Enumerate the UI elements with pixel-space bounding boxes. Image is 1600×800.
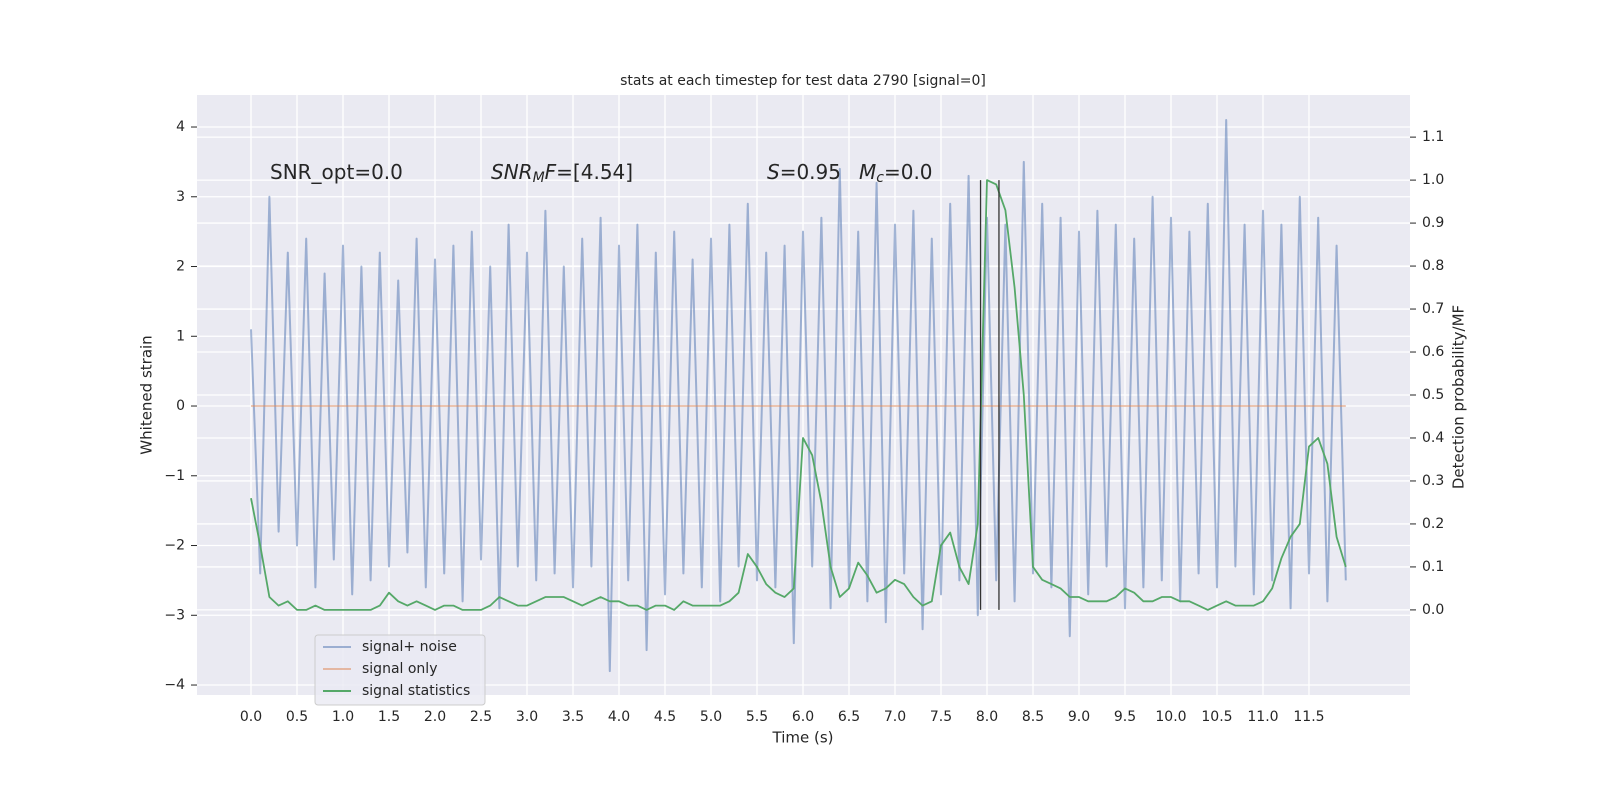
y2-tick-label: 1.1 (1422, 129, 1444, 145)
series-line (250, 119, 1347, 673)
legend-box (314, 634, 486, 706)
y-tick-label: 3 (176, 189, 185, 205)
x-tick-label: 2.5 (470, 709, 492, 725)
annotation-part: =[4.54] (556, 160, 633, 184)
y2-tick-label: 1.0 (1422, 172, 1444, 188)
x-tick-label: 8.5 (1022, 709, 1044, 725)
y-axis-label: Whitened strain (138, 335, 156, 454)
x-tick-label: 8.0 (976, 709, 998, 725)
annotation: S=0.95 (767, 160, 841, 184)
legend-label: signal statistics (362, 683, 470, 699)
x-tick-label: 4.0 (608, 709, 630, 725)
annotation-part: S (767, 160, 780, 184)
x-tick-label: 5.5 (746, 709, 768, 725)
x-tick-label: 2.0 (424, 709, 446, 725)
legend-label: signal only (362, 661, 437, 677)
x-tick-label: 9.5 (1114, 709, 1136, 725)
series-line (250, 179, 1347, 611)
x-tick-label: 1.5 (378, 709, 400, 725)
x-tick-label: 11.5 (1293, 709, 1324, 725)
y2-tick-label: 0.6 (1422, 344, 1444, 360)
x-tick-label: 4.5 (654, 709, 676, 725)
y2-tick-label: 0.7 (1422, 301, 1444, 317)
x-tick-label: 6.0 (792, 709, 814, 725)
x-tick-label: 6.5 (838, 709, 860, 725)
x-tick-label: 0.5 (286, 709, 308, 725)
annotation-part: F (545, 160, 557, 184)
annotation-part: =0.0 (884, 160, 933, 184)
x-axis-label: Time (s) (772, 729, 834, 747)
y-tick-label: 2 (176, 259, 185, 275)
x-tick-label: 5.0 (700, 709, 722, 725)
annotation-part: =0.95 (780, 160, 841, 184)
y2-tick-label: 0.5 (1422, 387, 1444, 403)
x-tick-label: 3.5 (562, 709, 584, 725)
annotation: SNR_opt=0.0 (270, 160, 403, 184)
y2-tick-label: 0.3 (1422, 473, 1444, 489)
y2-tick-label: 0.1 (1422, 559, 1444, 575)
x-tick-label: 10.5 (1201, 709, 1232, 725)
annotation-part: SNR (491, 160, 533, 184)
y2-tick-label: 0.0 (1422, 602, 1444, 618)
y2-tick-label: 0.8 (1422, 258, 1444, 274)
y2-tick-label: 0.4 (1422, 430, 1444, 446)
legend-label: signal+ noise (362, 639, 457, 655)
y-tick-label: −2 (164, 538, 185, 554)
x-tick-label: 9.0 (1068, 709, 1090, 725)
x-tick-label: 3.0 (516, 709, 538, 725)
annotation: SNRMF=[4.54] (491, 160, 633, 187)
x-tick-label: 11.0 (1247, 709, 1278, 725)
y2-tick-label: 0.9 (1422, 215, 1444, 231)
x-tick-label: 0.0 (240, 709, 262, 725)
y-tick-label: 4 (176, 119, 185, 135)
y2-axis-label: Detection probability/MF (1450, 305, 1468, 489)
x-tick-label: 7.0 (884, 709, 906, 725)
y-tick-label: −3 (164, 607, 185, 623)
x-tick-label: 1.0 (332, 709, 354, 725)
y-tick-label: −1 (164, 468, 185, 484)
y2-tick-label: 0.2 (1422, 516, 1444, 532)
chart-title: stats at each timestep for test data 279… (620, 73, 986, 89)
annotation: Mc=0.0 (859, 160, 933, 187)
annotation-part: SNR_opt=0.0 (270, 160, 403, 184)
annotation-part: M (533, 170, 545, 186)
y-tick-label: 1 (176, 328, 185, 344)
x-tick-label: 7.5 (930, 709, 952, 725)
x-tick-label: 10.0 (1155, 709, 1186, 725)
y-tick-label: −4 (164, 677, 185, 693)
y-tick-label: 0 (176, 398, 185, 414)
annotation-part: M (859, 160, 876, 184)
annotation-part: c (876, 170, 884, 186)
